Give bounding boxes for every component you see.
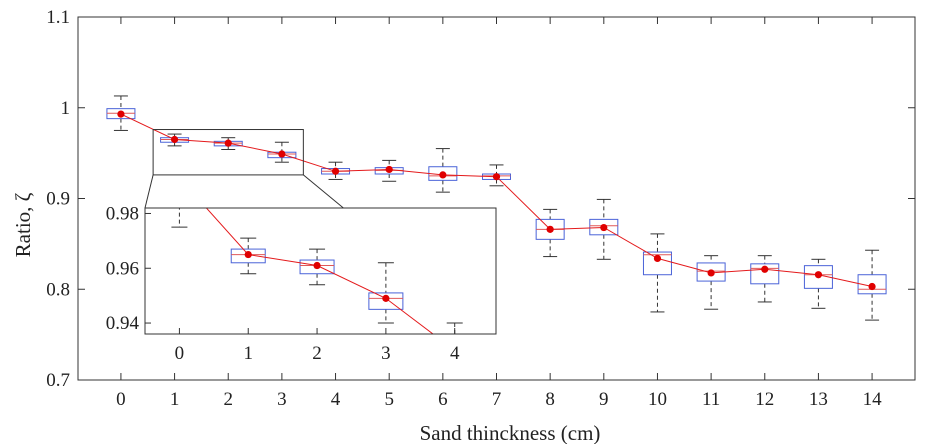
x-tick-label: 7 bbox=[492, 389, 502, 410]
mean-point bbox=[653, 254, 662, 262]
x-tick-label: 3 bbox=[277, 389, 287, 410]
inset-x-tick-label: 3 bbox=[381, 343, 391, 364]
x-tick-label: 1 bbox=[170, 389, 180, 410]
x-tick-label: 13 bbox=[809, 389, 828, 410]
box-10 bbox=[642, 233, 672, 313]
mean-point bbox=[224, 139, 232, 147]
mean-point bbox=[600, 223, 608, 232]
mean-point bbox=[761, 265, 769, 273]
inset-x-tick-label: 1 bbox=[243, 343, 253, 364]
y-tick-label-top: 1.1 bbox=[46, 7, 70, 28]
inset-plot: 0.94 0.96 0.98 0 1 2 3 4 bbox=[106, 161, 497, 364]
y-tick-label: 0.8 bbox=[46, 279, 70, 300]
box-body bbox=[299, 259, 335, 275]
zoom-rectangle bbox=[152, 129, 304, 176]
inset-box-0 bbox=[162, 161, 196, 228]
inset-mean-point bbox=[244, 250, 252, 259]
mean-point bbox=[814, 271, 823, 279]
mean-point bbox=[278, 150, 286, 158]
mean-point bbox=[439, 171, 447, 179]
mean-point bbox=[170, 135, 179, 144]
inset-content bbox=[162, 161, 463, 334]
box-body bbox=[750, 263, 780, 285]
y-axis-title: Ratio, ζ bbox=[11, 192, 35, 257]
box-13 bbox=[803, 258, 833, 309]
x-tick-label: 9 bbox=[599, 389, 609, 410]
inset-y-tick-label: 0.94 bbox=[106, 313, 140, 334]
box-body bbox=[803, 265, 833, 289]
x-tick-label: 5 bbox=[384, 389, 394, 410]
mean-point bbox=[492, 173, 501, 181]
box-11 bbox=[696, 255, 726, 310]
box-6 bbox=[428, 148, 458, 193]
x-tick-label: 14 bbox=[863, 389, 883, 410]
box-body bbox=[642, 251, 672, 276]
y-tick-label: 0.7 bbox=[46, 370, 70, 391]
inset-y-tick-label: 0.98 bbox=[106, 203, 139, 224]
main-plot: 0.70.80.911.10 1 2 3 4 5 6 7 8 9 10 11 12 13 14 bbox=[46, 7, 916, 410]
inset-x-tick-label: 2 bbox=[312, 343, 322, 364]
x-tick-label: 11 bbox=[702, 389, 720, 410]
box-8 bbox=[535, 208, 565, 258]
mean-point bbox=[385, 165, 393, 174]
box-body bbox=[162, 161, 196, 191]
box-body bbox=[230, 248, 266, 264]
x-tick-label: 2 bbox=[223, 389, 233, 410]
box-body bbox=[589, 218, 619, 236]
mean-point bbox=[331, 167, 340, 175]
mean-point bbox=[546, 225, 554, 233]
inset-y-tick-label: 0.96 bbox=[106, 258, 139, 279]
x-tick-label: 8 bbox=[545, 389, 555, 410]
inset-mean-point bbox=[382, 294, 390, 302]
y-tick-label: 1 bbox=[61, 98, 71, 119]
inset-x-tick-label: 4 bbox=[450, 343, 460, 364]
inset-mean-point bbox=[313, 261, 321, 270]
inset-x-tick-label: 0 bbox=[175, 343, 185, 364]
inset-frame bbox=[144, 207, 497, 335]
x-tick-label: 6 bbox=[438, 389, 448, 410]
mean-point bbox=[868, 282, 876, 291]
x-axis-title: Sand thinckness (cm) bbox=[420, 421, 601, 444]
x-tick-label: 10 bbox=[648, 389, 667, 410]
x-tick-label: 12 bbox=[755, 389, 774, 410]
box-body bbox=[368, 292, 404, 310]
mean-point bbox=[117, 110, 125, 118]
inset-background bbox=[145, 208, 496, 334]
box-12 bbox=[750, 255, 780, 303]
zoom-connector-left bbox=[144, 174, 154, 209]
y-tick-label: 0.9 bbox=[46, 189, 70, 210]
x-tick-label: 4 bbox=[331, 389, 341, 410]
inset-mean-line bbox=[205, 208, 434, 334]
box-body bbox=[857, 274, 887, 295]
mean-point bbox=[707, 269, 715, 277]
x-tick-label: 0 bbox=[116, 389, 126, 410]
